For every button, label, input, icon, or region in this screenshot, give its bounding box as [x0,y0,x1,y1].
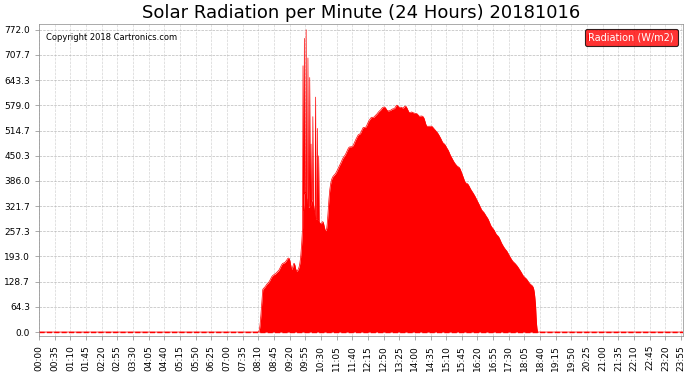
Title: Solar Radiation per Minute (24 Hours) 20181016: Solar Radiation per Minute (24 Hours) 20… [142,4,580,22]
Legend: Radiation (W/m2): Radiation (W/m2) [584,28,678,46]
Text: Copyright 2018 Cartronics.com: Copyright 2018 Cartronics.com [46,33,177,42]
